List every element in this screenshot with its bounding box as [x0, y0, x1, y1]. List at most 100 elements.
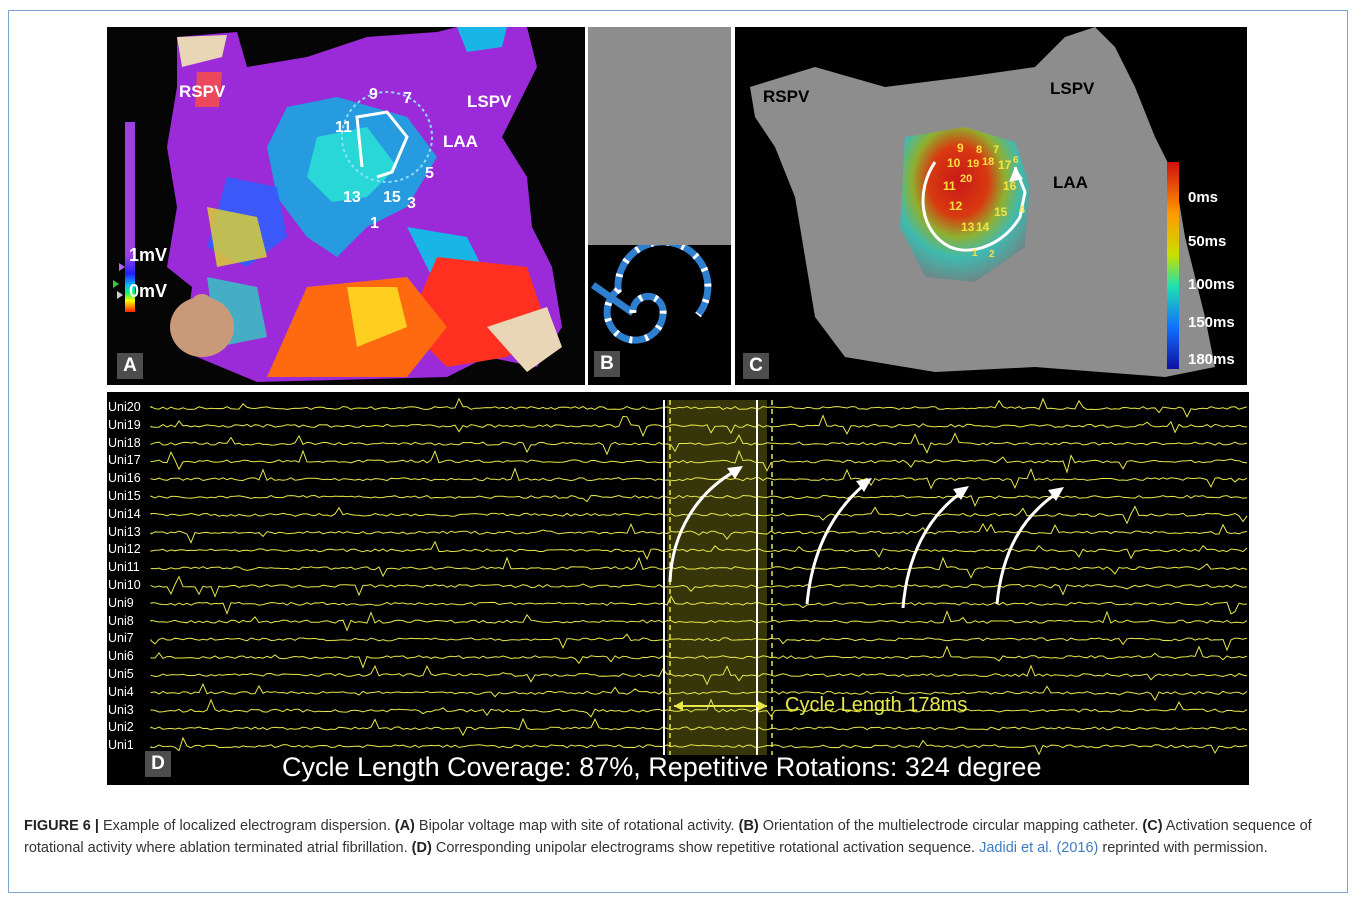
electrode-num: 15 — [994, 205, 1008, 219]
figure-label: FIGURE 6 | — [24, 818, 99, 834]
electrode-num: 6 — [1013, 155, 1019, 166]
electrode-num: 8 — [976, 144, 983, 156]
channel-label: Uni5 — [108, 667, 134, 681]
channel-label: Uni12 — [108, 542, 141, 557]
electrode-num: 18 — [982, 156, 995, 168]
electrode-num: 19 — [967, 158, 980, 170]
caption-text-d: Corresponding unipolar electrograms show… — [431, 840, 980, 856]
panel-label-a: A — [117, 353, 143, 379]
electrode-num: 15 — [383, 189, 401, 206]
scale-label: 100ms — [1188, 276, 1235, 293]
cycle-length-label: Cycle Length 178ms — [785, 694, 968, 716]
caption-text-b: Orientation of the multielectrode circul… — [758, 818, 1143, 834]
voltage-map-graphic — [107, 27, 585, 385]
caption-suffix: reprinted with permission. — [1098, 840, 1268, 856]
channel-label: Uni18 — [108, 435, 141, 450]
electrogram-trace — [150, 414, 1248, 438]
channel-label: Uni19 — [108, 417, 141, 432]
channel-label: Uni8 — [108, 613, 134, 628]
label-laa-a: LAA — [443, 132, 478, 151]
electrogram-trace — [150, 505, 1248, 525]
electrode-num: 14 — [976, 220, 990, 234]
electrode-num: 9 — [957, 141, 964, 155]
caption-intro: Example of localized electrogram dispers… — [98, 818, 395, 834]
electrogram-trace — [150, 540, 1248, 561]
channel-label: Uni1 — [108, 738, 134, 753]
channel-label: Uni14 — [108, 506, 141, 521]
circular-catheter-icon — [590, 238, 712, 344]
electrode-num: 11 — [335, 119, 352, 136]
panel-c-activation-map: RSPV LSPV LAA 9 8 7 10 19 18 17 6 11 20 … — [735, 27, 1247, 385]
panel-label-c: C — [743, 353, 769, 379]
electrode-num: 3 — [407, 195, 416, 212]
scale-label: 150ms — [1188, 314, 1235, 331]
electrogram-trace — [150, 449, 1248, 474]
cycle-window-highlight — [667, 400, 767, 755]
caption-text-c: Activation sequence of rotational activi… — [24, 818, 1312, 856]
figure-caption: FIGURE 6 | Example of localized electrog… — [24, 815, 1334, 859]
scale-label: 180ms — [1188, 351, 1235, 368]
label-laa-c: LAA — [1053, 173, 1088, 192]
electrogram-trace — [150, 682, 1248, 702]
scale-label: 50ms — [1188, 233, 1227, 250]
electrode-num: 13 — [343, 189, 361, 206]
caption-tag-b: (B) — [738, 818, 759, 834]
activation-color-bar — [1167, 162, 1179, 369]
channel-label: Uni2 — [108, 720, 134, 735]
electrode-num: 4 — [1019, 204, 1026, 216]
channel-label: Uni3 — [108, 702, 134, 717]
electrogram-trace — [150, 633, 1248, 652]
activation-map-graphic — [735, 27, 1247, 385]
channel-label: Uni15 — [108, 489, 141, 503]
label-rspv-c: RSPV — [763, 87, 810, 106]
caption-text-a: Bipolar voltage map with site of rotatio… — [414, 818, 739, 834]
scale-label: 0ms — [1188, 189, 1219, 206]
label-lspv-c: LSPV — [1050, 79, 1095, 98]
channel-label: Uni16 — [108, 471, 141, 486]
electrogram-traces — [107, 392, 1249, 785]
label-lspv-a: LSPV — [467, 92, 512, 111]
electrode-num: 10 — [947, 156, 961, 170]
electrode-num: 2 — [989, 249, 995, 260]
panel-label-b: B — [594, 351, 620, 377]
channel-label: Uni20 — [108, 400, 141, 414]
electrogram-trace — [150, 698, 1248, 718]
caption-tag-c: (C) — [1142, 818, 1163, 834]
caption-tag-a: (A) — [394, 818, 415, 834]
electrogram-trace — [150, 467, 1248, 490]
channel-label: Uni10 — [108, 578, 141, 592]
channel-label: Uni9 — [108, 595, 134, 610]
electrode-num: 12 — [949, 199, 963, 213]
electrogram-trace — [150, 736, 1248, 756]
panel-b-catheter: B — [588, 27, 731, 385]
catheter-view: B — [588, 238, 731, 385]
electrode-num: 9 — [369, 86, 378, 103]
electrogram-trace — [150, 397, 1248, 419]
electrode-num: 1 — [370, 215, 379, 232]
citation-link[interactable]: Jadidi et al. (2016) — [979, 840, 1099, 856]
panel-d-electrograms: Uni20 Uni19 Uni18 Uni17 Uni16 Uni15 Uni14 Uni13… — [107, 392, 1249, 785]
panel-label-d: D — [145, 751, 171, 777]
channel-label: Uni11 — [108, 560, 140, 575]
channel-label: Uni6 — [108, 649, 134, 664]
caption-tag-d: (D) — [411, 840, 432, 856]
voltage-scale-low: 0mV — [129, 281, 168, 301]
electrogram-trace — [150, 717, 1248, 737]
electrogram-trace — [150, 432, 1248, 456]
electrogram-trace — [150, 522, 1248, 544]
electrode-num: 13 — [961, 220, 975, 234]
channel-label: Uni4 — [108, 684, 134, 699]
channel-label: Uni13 — [108, 524, 141, 539]
electrode-num: 20 — [960, 173, 973, 185]
electrogram-trace — [150, 595, 1248, 615]
electrode-num: 7 — [993, 144, 1000, 156]
voltage-scale-high: 1mV — [129, 245, 168, 265]
electrode-num: 7 — [403, 90, 412, 107]
electrode-num: 17 — [998, 158, 1012, 172]
panel-a-voltage-map: RSPV LSPV LAA 9 7 11 5 13 15 3 1 1mV 0mV… — [107, 27, 585, 385]
label-rspv-a: RSPV — [179, 82, 226, 101]
electrogram-trace — [150, 664, 1248, 686]
electrode-num: 16 — [1003, 179, 1017, 193]
electrogram-trace — [150, 575, 1248, 598]
channel-label: Uni17 — [108, 453, 141, 468]
